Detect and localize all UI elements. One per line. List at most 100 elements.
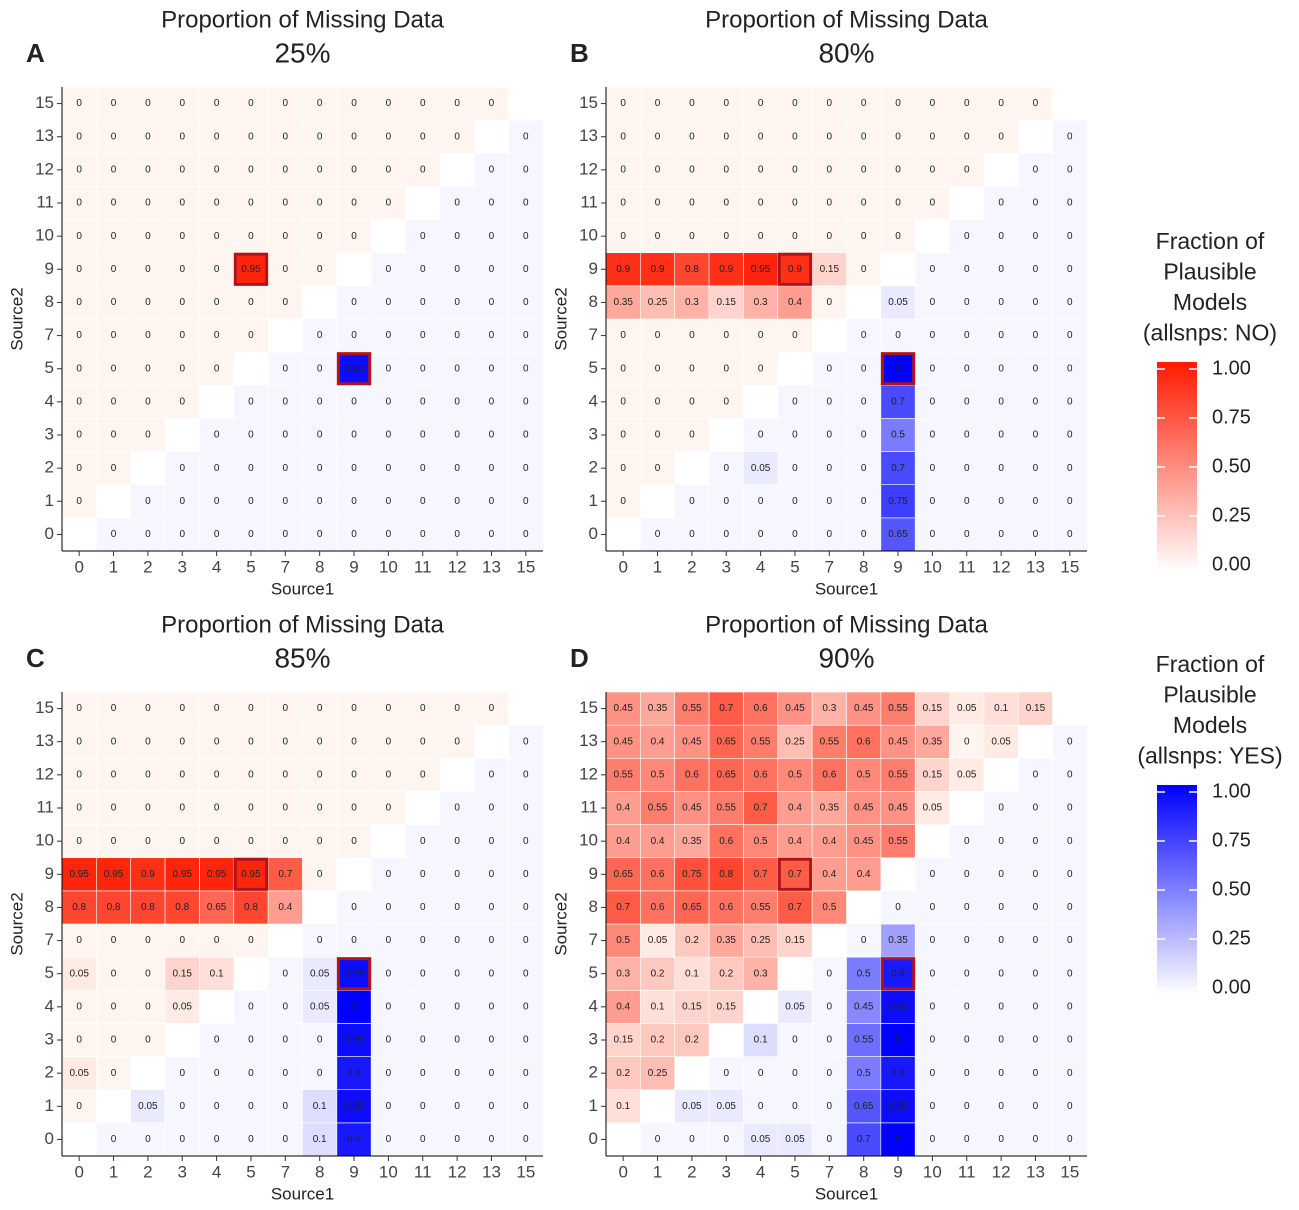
heat-cell — [777, 152, 813, 187]
cell-label: 0 — [420, 529, 426, 540]
cell-label: 0 — [489, 836, 495, 847]
heat-cell — [708, 890, 744, 925]
x-tick-label: 8 — [315, 1162, 324, 1181]
cell-label: 0 — [145, 164, 151, 175]
heat-cell — [914, 857, 950, 892]
heat-cell — [777, 384, 813, 419]
y-tick-label: 9 — [589, 864, 598, 883]
heat-cell — [1017, 1089, 1053, 1124]
cell-label: 0 — [1067, 1101, 1073, 1112]
cell-label: 0 — [1033, 430, 1039, 441]
cell-label: 0 — [792, 131, 798, 142]
cell-label: 0 — [454, 330, 460, 341]
heat-cell — [674, 890, 710, 925]
cell-label: 0 — [489, 496, 495, 507]
heat-cell — [199, 724, 235, 759]
heat-cell — [949, 318, 985, 353]
heat-cell — [708, 86, 744, 121]
heat-cell — [983, 86, 1019, 121]
cell-label: 0 — [179, 396, 185, 407]
cell-label: 0 — [964, 836, 970, 847]
cell-label: 0.55 — [888, 703, 908, 714]
colorbar-label: 0.25 — [1212, 927, 1251, 949]
cell-label: 0 — [1033, 297, 1039, 308]
y-tick-label: 7 — [589, 325, 598, 344]
heat-cell — [1052, 824, 1088, 859]
heat-cell — [674, 484, 710, 519]
highlight-box — [777, 857, 813, 891]
cell-label: 0 — [964, 231, 970, 242]
cell-label: 0 — [248, 736, 254, 747]
heat-cell — [267, 285, 303, 320]
highlight-box — [880, 352, 916, 386]
heat-cell — [61, 252, 97, 287]
cell-label: 0 — [689, 396, 695, 407]
heat-cell — [914, 318, 950, 353]
heat-cell — [336, 285, 372, 320]
heat-cell — [267, 989, 303, 1024]
heat-cell — [130, 923, 166, 958]
heat-cell — [164, 86, 200, 121]
heat-cell — [880, 484, 916, 519]
cell-label: 0.7 — [278, 869, 292, 880]
cell-label: 0.35 — [613, 297, 633, 308]
heat-cell — [1017, 956, 1053, 991]
heat-cell — [777, 1056, 813, 1091]
x-tick-label: 7 — [825, 557, 834, 576]
cell-label: 0.45 — [785, 703, 805, 714]
heat-cell — [949, 956, 985, 991]
cell-label: 0 — [111, 968, 117, 979]
heat-cell — [164, 186, 200, 220]
heat-cell — [508, 923, 544, 958]
cell-label: 0 — [420, 231, 426, 242]
cell-label: 0 — [351, 736, 357, 747]
heat-cell — [708, 923, 744, 958]
cell-label: 0 — [1033, 231, 1039, 242]
heat-cell — [199, 1056, 235, 1091]
cell-label: 0 — [317, 164, 323, 175]
cell-label: 0 — [214, 529, 220, 540]
heat-cell — [914, 86, 950, 121]
heat-cell — [199, 791, 235, 825]
heat-cell — [640, 757, 676, 792]
heat-cell — [508, 791, 544, 825]
heat-cell — [164, 285, 200, 320]
heat-cell — [302, 824, 338, 859]
heat-cell — [640, 186, 676, 220]
heat-cell — [674, 384, 710, 419]
cell-label: 0 — [620, 363, 626, 374]
cell-label: 0.6 — [857, 736, 871, 747]
cell-label: 0 — [76, 198, 82, 209]
heat-cell — [674, 1089, 710, 1124]
heat-cell — [473, 1056, 509, 1091]
heat-cell — [880, 517, 916, 552]
heat-cell — [164, 484, 200, 519]
cell-label: 0 — [489, 330, 495, 341]
heat-cell — [96, 1023, 132, 1057]
cell-label: 0.55 — [854, 1035, 874, 1046]
y-tick-label: 11 — [580, 797, 598, 816]
cell-label: 0 — [930, 1001, 936, 1012]
heat-cell — [267, 1056, 303, 1091]
cell-label: 0 — [655, 363, 661, 374]
cell-label: 0 — [489, 703, 495, 714]
cell-label: 0 — [283, 769, 289, 780]
heat-cell — [405, 757, 441, 792]
cell-label: 0 — [523, 1035, 529, 1046]
cell-label: 0 — [827, 968, 833, 979]
heat-cell — [130, 351, 166, 386]
heat-cell — [743, 724, 779, 759]
heat-cell — [130, 691, 166, 726]
cell-label: 0 — [489, 1101, 495, 1112]
heat-cell — [846, 923, 882, 958]
cell-label: 0 — [283, 1068, 289, 1079]
heat-cell — [1052, 1023, 1088, 1057]
cell-label: 0.5 — [651, 769, 665, 780]
heat-cell — [96, 691, 132, 726]
cell-label: 0 — [620, 231, 626, 242]
heat-cell — [605, 384, 641, 419]
cell-label: 0 — [111, 529, 117, 540]
cell-label: 0 — [420, 968, 426, 979]
heat-cell — [473, 252, 509, 287]
cell-label: 0 — [655, 1134, 661, 1145]
